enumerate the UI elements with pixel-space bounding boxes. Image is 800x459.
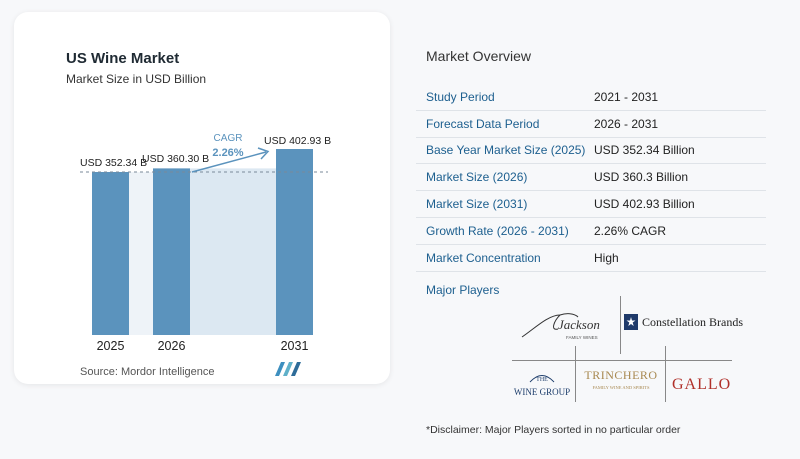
overview-row-value: USD 360.3 Billion — [594, 170, 689, 185]
category-label-2031: 2031 — [281, 339, 309, 353]
overview-table: Study Period 2021 - 2031 Forecast Data Per… — [416, 84, 766, 272]
wine-group-logo: THE WINE GROUP — [512, 370, 572, 397]
bar-2031 — [276, 149, 313, 335]
cagr-arrowhead-icon — [257, 147, 270, 160]
overview-row-value: High — [594, 250, 619, 265]
overview-row-label: Forecast Data Period — [426, 116, 540, 131]
bar-2026 — [153, 168, 190, 335]
logo-divider — [620, 296, 621, 354]
overview-row: Market Concentration High — [416, 245, 766, 272]
chart-subtitle: Market Size in USD Billion — [66, 72, 207, 86]
source-note: Source: Mordor Intelligence — [80, 366, 215, 378]
overview-title: Market Overview — [426, 48, 532, 64]
overview-row-label: Market Size (2031) — [426, 197, 528, 212]
forecast-band — [190, 168, 276, 335]
overview-row-label: Market Concentration — [426, 250, 541, 265]
overview-row-value: 2026 - 2031 — [594, 116, 659, 131]
overview-row: Study Period 2021 - 2031 — [416, 84, 766, 111]
value-label-2031: USD 402.93 B — [264, 135, 331, 147]
overview-row-value: USD 352.34 Billion — [594, 143, 695, 158]
category-label-2026: 2026 — [158, 339, 186, 353]
trinchero-logo: TRINCHERO FAMILY WINE AND SPIRITS — [584, 368, 658, 390]
overview-row-value: 2021 - 2031 — [594, 89, 659, 104]
chart-title: US Wine Market — [66, 50, 180, 67]
major-players-title: Major Players — [426, 283, 500, 297]
svg-text:FAMILY WINES: FAMILY WINES — [566, 335, 598, 340]
overview-row: Market Size (2026) USD 360.3 Billion — [416, 164, 766, 192]
category-label-2025: 2025 — [97, 339, 125, 353]
svg-text:Jackson: Jackson — [558, 317, 600, 332]
gap-band — [129, 172, 153, 335]
svg-text:THE: THE — [536, 377, 548, 383]
mordor-logo-icon — [275, 362, 301, 376]
overview-row: Forecast Data Period 2026 - 2031 — [416, 111, 766, 138]
logo-divider — [575, 346, 576, 402]
overview-row: Market Size (2031) USD 402.93 Billion — [416, 191, 766, 218]
value-label-2025: USD 352.34 B — [80, 157, 147, 169]
logo-divider — [665, 346, 666, 402]
wine-group-arc-icon: THE — [529, 375, 555, 383]
overview-row: Base Year Market Size (2025) USD 352.34 B… — [416, 138, 766, 165]
jackson-family-wines-logo: Jackson FAMILY WINES — [521, 313, 600, 340]
overview-row-value: USD 402.93 Billion — [594, 197, 695, 212]
bar-2025 — [92, 172, 129, 335]
constellation-brands-logo: Constellation Brands — [624, 314, 743, 330]
cagr-value: 2.26% — [212, 147, 243, 159]
overview-row-label: Growth Rate (2026 - 2031) — [426, 223, 569, 238]
overview-row-label: Study Period — [426, 89, 495, 104]
value-label-2026: USD 360.30 B — [142, 153, 209, 165]
cagr-label: CAGR — [214, 133, 243, 144]
disclaimer: *Disclaimer: Major Players sorted in no … — [426, 424, 681, 436]
constellation-star-icon — [624, 314, 638, 330]
gallo-logo: GALLO — [672, 376, 732, 393]
overview-row-label: Base Year Market Size (2025) — [426, 143, 586, 158]
cagr-arrow — [191, 151, 267, 173]
logo-divider — [512, 360, 732, 361]
overview-row: Growth Rate (2026 - 2031) 2.26% CAGR — [416, 218, 766, 245]
overview-row-label: Market Size (2026) — [426, 170, 528, 185]
overview-row-value: 2.26% CAGR — [594, 223, 667, 238]
